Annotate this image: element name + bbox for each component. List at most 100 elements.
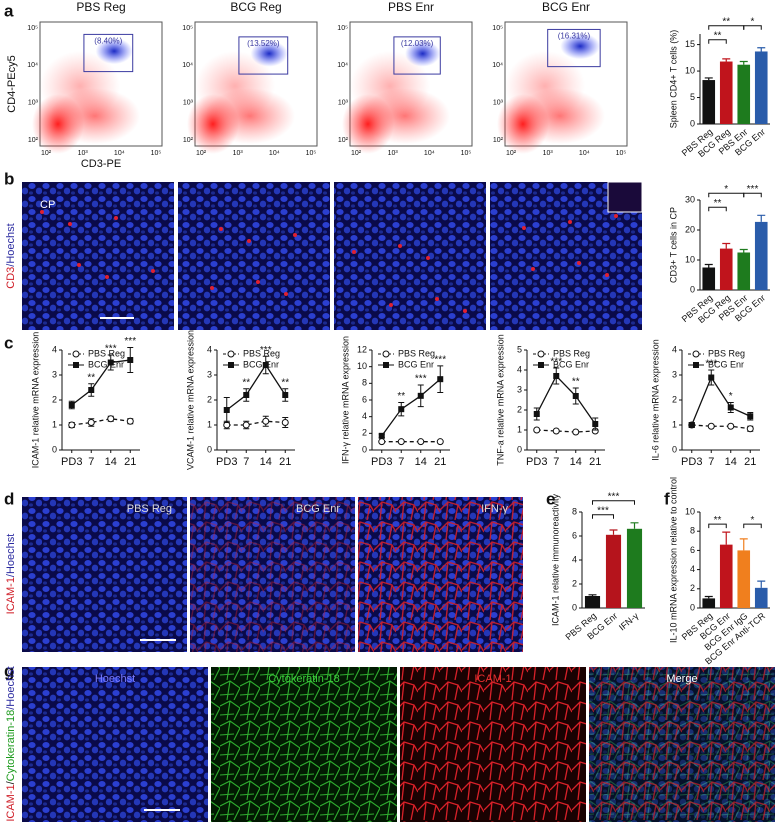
legend-marker [227, 350, 235, 358]
micrograph-title: ICAM-1 [474, 673, 511, 685]
marker [727, 404, 734, 411]
marker [397, 438, 405, 446]
y-tick-label: 0 [572, 602, 577, 612]
marker [533, 411, 540, 417]
y-tick-label: 2 [572, 578, 577, 588]
y-tick-label: 3 [52, 369, 57, 379]
bar [702, 598, 716, 608]
y-tick-label: 10³ [493, 100, 504, 107]
icam-stain [190, 497, 355, 652]
y-axis-title: TNF-a relative mRNA expression [495, 334, 505, 466]
x-tick-label: 10⁵ [461, 150, 472, 157]
x-tick-label: 10² [196, 150, 207, 157]
y-tick-label: 10⁵ [337, 25, 348, 32]
marker [87, 419, 95, 426]
sig-label: *** [597, 505, 609, 516]
side-label: ICAM-1/Cytokeratin-18/Hoechst [5, 666, 17, 821]
sig-label: *** [260, 345, 272, 356]
y-tick-label: 15 [685, 39, 695, 49]
cell-cluster [505, 51, 585, 121]
legend-label: BCG Enr [88, 359, 124, 369]
micrograph [400, 667, 586, 822]
error-bar [704, 263, 713, 268]
micrograph-title: Merge [666, 673, 697, 685]
sig-label: *** [608, 491, 620, 502]
x-tick-label: 21 [589, 456, 601, 468]
cd3-cell [219, 227, 223, 231]
panel-label: f [664, 489, 670, 508]
cell-cluster [250, 40, 288, 67]
region-label: CP [40, 199, 55, 211]
error-bar [739, 248, 748, 253]
cd3-cell [284, 292, 288, 296]
marker [282, 392, 289, 398]
y-tick-label: 3 [517, 384, 522, 394]
gate [238, 36, 289, 75]
bar [737, 252, 751, 290]
bar [702, 267, 716, 290]
marker [68, 402, 75, 408]
y-tick-label: 4 [207, 344, 212, 354]
sig-label: *** [124, 336, 136, 347]
legend-label: PBS Reg [88, 348, 125, 358]
sig-label: ** [397, 391, 405, 402]
cd3-cell [435, 297, 439, 301]
sig-label: ** [242, 377, 250, 388]
legend-label: BCG Enr [398, 359, 434, 369]
error-bar [722, 242, 731, 249]
legend-marker [382, 350, 390, 358]
gate-percent: (16.31%) [558, 32, 591, 41]
x-tick-label: 10² [41, 150, 52, 157]
y-tick-label: 0 [207, 444, 212, 454]
panel-label: c [4, 333, 13, 352]
y-axis-title: CD3+ T cells in CP [668, 207, 678, 283]
x-tick-label: 14 [725, 456, 737, 468]
cd3-cell [151, 269, 155, 273]
side-label-part: ICAM-1 [5, 784, 17, 821]
cd3-cell [210, 286, 214, 290]
axis-title: CD3-PE [81, 158, 121, 170]
y-tick-label: 4 [572, 554, 577, 564]
cell-cluster [560, 33, 601, 60]
sig-label: ** [714, 198, 722, 209]
x-tick-label: 14 [260, 456, 272, 468]
legend-label: PBS Reg [553, 348, 590, 358]
cd3-cell [568, 220, 572, 224]
y-tick-label: 10⁵ [492, 25, 503, 32]
x-tick-label: 10⁴ [579, 150, 590, 157]
side-label-part: /Hoechst [5, 666, 17, 709]
x-tick-label: 7 [243, 456, 249, 468]
bar [719, 248, 733, 290]
sig-bracket [743, 523, 762, 529]
marker [707, 422, 715, 430]
side-label-part: / [5, 780, 17, 784]
panel-label: b [4, 169, 14, 188]
cd3-cell [68, 222, 72, 226]
cd3-cell [426, 256, 430, 260]
x-tick-label: 21 [744, 456, 756, 468]
y-tick-label: 2 [672, 394, 677, 404]
cd3-cell [531, 267, 535, 271]
sig-bracket [708, 39, 727, 44]
error-bar [722, 531, 731, 545]
cell-cluster [95, 38, 133, 65]
x-tick-label: 10³ [543, 150, 554, 157]
x-tick-label: 7 [88, 456, 94, 468]
y-tick-label: 1 [517, 424, 522, 434]
marker [747, 413, 754, 420]
legend-marker [73, 362, 79, 368]
y-tick-label: 10 [685, 254, 695, 264]
bar [737, 550, 751, 608]
error-bar [588, 594, 597, 596]
marker [107, 415, 115, 423]
y-tick-label: 10² [493, 137, 504, 144]
sig-label: ** [87, 372, 95, 383]
x-tick-label: 7 [708, 456, 714, 468]
y-axis-title: ICAM-1 relative immunoreactivity [550, 493, 560, 626]
series-line [536, 374, 596, 425]
x-tick-label: IFN-γ [617, 610, 641, 632]
sig-label: * [724, 184, 728, 195]
sig-label: *** [105, 344, 117, 355]
cd3-cell [293, 233, 297, 237]
